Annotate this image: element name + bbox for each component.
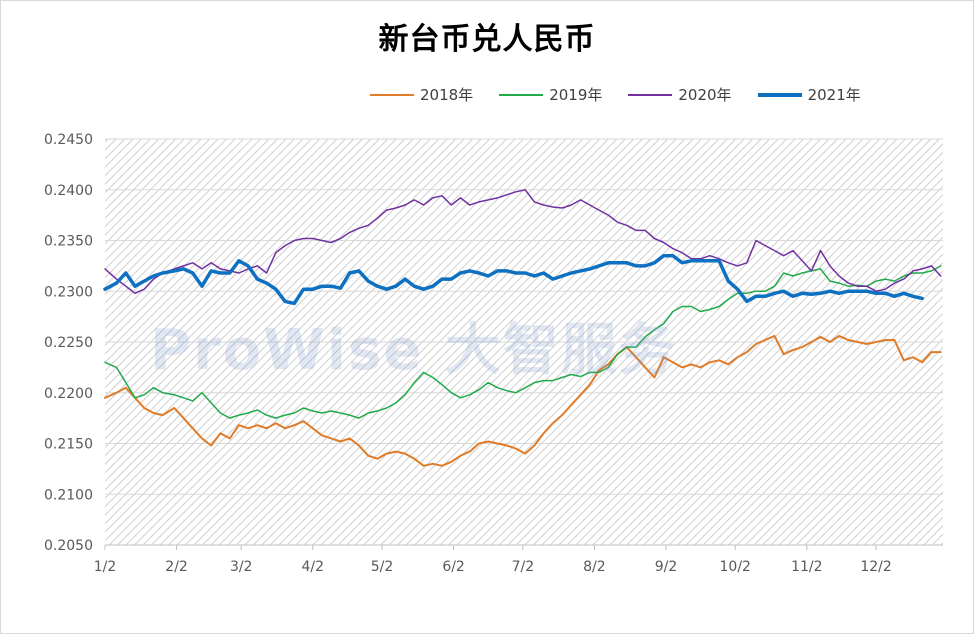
- legend-item-2019: 2019年: [499, 84, 602, 105]
- legend-swatch-2021: [757, 92, 802, 97]
- y-tick-label: 0.2100: [44, 487, 93, 503]
- x-tick-label: 11/2: [791, 559, 822, 575]
- x-tick-label: 8/2: [583, 559, 606, 575]
- y-tick-label: 0.2050: [44, 538, 93, 554]
- legend: 2018年 2019年 2020年 2021年: [370, 84, 887, 105]
- legend-item-2018: 2018年: [370, 84, 473, 105]
- x-axis: 1/2 2/2 3/2 4/2 5/2 6/2 7/2 8/2 9/2 10/2 11/2 12/2: [94, 544, 943, 575]
- legend-item-2021: 2021年: [757, 84, 861, 105]
- y-tick-label: 0.2350: [44, 234, 93, 250]
- x-tick-label: 10/2: [720, 559, 751, 575]
- legend-label-2021: 2021年: [807, 86, 861, 104]
- legend-label-2020: 2020年: [678, 86, 732, 104]
- gridlines: [105, 138, 943, 546]
- x-tick-label: 9/2: [655, 559, 678, 575]
- legend-label-2019: 2019年: [549, 86, 603, 104]
- series-line-2018: [104, 334, 942, 467]
- series-line-2021: [103, 253, 924, 306]
- legend-swatch-2019: [499, 93, 544, 96]
- legend-item-2020: 2020年: [628, 84, 732, 105]
- x-tick-label: 6/2: [442, 559, 465, 575]
- x-tick-label: 1/2: [94, 559, 117, 575]
- x-tick-label: 7/2: [512, 559, 535, 575]
- y-tick-label: 0.2400: [44, 183, 93, 199]
- x-tick-label: 4/2: [302, 559, 325, 575]
- legend-swatch-2018: [370, 93, 414, 96]
- legend-label-2018: 2018年: [420, 86, 474, 104]
- y-tick-label: 0.2150: [44, 437, 93, 453]
- chart-title: 新台币兑人民币: [378, 22, 596, 57]
- y-tick-label: 0.2250: [44, 335, 93, 351]
- y-tick-label: 0.2200: [44, 386, 93, 402]
- x-tick-label: 5/2: [371, 559, 394, 575]
- y-tick-label: 0.2450: [44, 132, 93, 148]
- x-tick-label: 12/2: [860, 559, 891, 575]
- series-lines: [103, 189, 942, 467]
- series-line-2019: [104, 265, 942, 419]
- x-tick-label: 2/2: [165, 559, 188, 575]
- y-axis: 0.2050 0.2100 0.2150 0.2200 0.2250 0.2300 0.23…: [44, 132, 93, 554]
- y-tick-label: 0.2300: [44, 284, 93, 300]
- watermark: ProWise 大智服务: [150, 318, 677, 383]
- x-tick-label: 3/2: [230, 559, 253, 575]
- legend-swatch-2020: [628, 93, 673, 96]
